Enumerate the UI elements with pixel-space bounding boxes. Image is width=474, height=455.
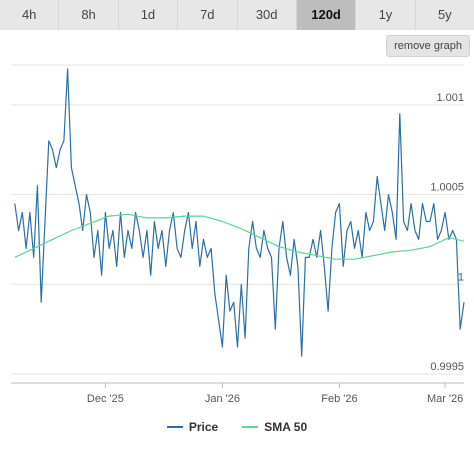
y-tick-label: 1.0005 [430,182,464,194]
tab-8h[interactable]: 8h [59,0,119,30]
legend-item-price[interactable]: Price [166,420,219,434]
tab-1d[interactable]: 1d [118,0,179,30]
x-tick-label: Jan '26 [205,393,240,405]
tab-1y[interactable]: 1y [356,0,416,30]
x-tick-label: Dec '25 [87,393,124,405]
tab-5y[interactable]: 5y [415,0,474,30]
x-tick-label: Feb '26 [321,393,357,405]
legend-swatch [242,426,259,428]
tab-4h[interactable]: 4h [0,0,60,30]
legend-label: SMA 50 [264,420,308,434]
tab-7d[interactable]: 7d [178,0,238,30]
legend-label: Price [188,420,219,434]
x-tick-label: Mar '26 [427,393,463,405]
y-tick-label: 1 [458,271,464,283]
tab-120d[interactable]: 120d [296,0,357,30]
y-tick-label: 0.9995 [430,361,464,373]
legend-item-sma[interactable]: SMA 50 [242,420,307,434]
chart-legend: Price SMA 50 [0,420,474,434]
legend-swatch [166,426,183,428]
tab-30d[interactable]: 30d [237,0,297,30]
remove-graph-button[interactable]: remove graph [386,35,470,57]
y-tick-label: 1.001 [436,92,464,104]
price-series-line [14,68,465,357]
timeframe-tabs: 4h 8h 1d 7d 30d 120d 1y 5y [0,0,474,30]
sma-series-line [14,213,465,260]
